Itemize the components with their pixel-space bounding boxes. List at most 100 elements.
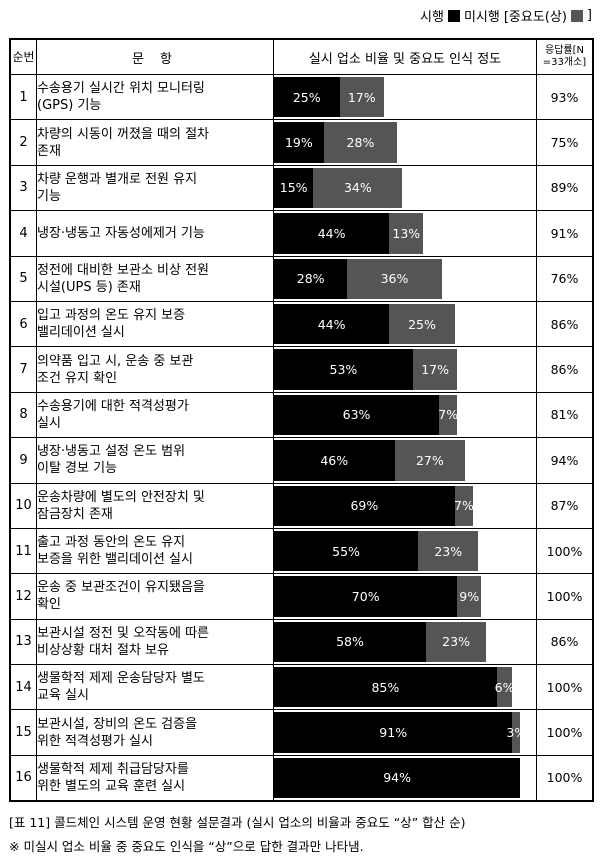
row-item: 보관시설 정전 및 오작동에 따른 비상상황 대처 절차 보유 (36, 618, 274, 666)
bar-label-notdone: 6% (494, 679, 515, 695)
row-number: 6 (9, 300, 37, 348)
bar-segment-notdone: 34% (313, 167, 403, 209)
bar-segment-done: 91% (274, 712, 513, 753)
row-item-line2: 확인 (37, 597, 61, 613)
row-item-line2: 시설(UPS 등) 존재 (37, 279, 141, 295)
header-no: 순번 (9, 38, 37, 75)
row-item-line2: 존재 (37, 143, 61, 159)
bar-label-done: 85% (371, 679, 400, 695)
row-number: 3 (9, 164, 37, 212)
bar-segment-done: 46% (274, 440, 395, 481)
table-row: 2 차량의 시동이 꺼졌을 때의 절차 존재 19% 28% 75% (9, 119, 594, 166)
bar-segment-notdone: 23% (425, 621, 487, 663)
bar-label-notdone: 7% (454, 498, 474, 514)
legend-swatch-done (447, 9, 460, 22)
row-response-rate: 100% (536, 664, 594, 711)
bar-track: 91% 3% (274, 710, 536, 754)
row-response-rate: 76% (536, 255, 594, 302)
row-bar-cell: 91% 3% (273, 709, 537, 756)
row-item: 수송용기에 대한 적격성평가 실시 (36, 391, 274, 439)
row-bar-cell: 63% 7% (273, 391, 537, 439)
row-item: 수송용기 실시간 위치 모니터링 (GPS) 기능 (36, 73, 274, 121)
legend-swatch-importance (570, 9, 583, 22)
row-number: 4 (9, 210, 37, 257)
row-response-rate: 100% (536, 527, 594, 575)
row-number: 11 (9, 527, 37, 575)
bar-track: 69% 7% (274, 484, 536, 528)
row-item: 정전에 대비한 보관소 비상 전원 시설(UPS 등) 존재 (36, 255, 274, 302)
row-item-line1: 생물학적 제제 운송담당자 별도 (37, 671, 205, 687)
row-bar-cell: 28% 36% (273, 255, 537, 302)
row-item-line2: 교육 실시 (37, 688, 89, 704)
legend-label-importance: [중요도(상) (503, 10, 567, 25)
bar-label-done: 69% (350, 498, 379, 514)
row-number: 12 (9, 573, 37, 620)
row-item: 생물학적 제제 운송담당자 별도 교육 실시 (36, 664, 274, 711)
bar-track: 15% 34% (274, 166, 536, 210)
row-item: 운송차량에 별도의 안전장치 및 잠금장치 존재 (36, 482, 274, 529)
row-item: 의약품 입고 시, 운송 중 보관 조건 유지 확인 (36, 346, 274, 393)
table-row: 16 생물학적 제제 취급담당자를 위한 별도의 교육 훈련 실시 94% 100% (9, 754, 594, 802)
row-item-line1: 운송차량에 별도의 안전장치 및 (37, 489, 205, 505)
bar-label-notdone: 7% (438, 407, 459, 423)
row-bar-cell: 94% (273, 754, 537, 802)
bar-track: 25% 17% (274, 75, 536, 119)
header-item: 문 항 (36, 38, 274, 75)
row-bar-cell: 15% 34% (273, 164, 537, 212)
row-number: 10 (9, 482, 37, 529)
bar-segment-done: 94% (274, 757, 521, 798)
table-row: 3 차량 운행과 별개로 전원 유지 기능 15% 34% 89% (9, 164, 594, 212)
row-item-line2: 조건 유지 확인 (37, 370, 118, 386)
bar-segment-done: 69% (274, 485, 455, 526)
bar-label-notdone: 3% (506, 725, 527, 741)
bar-segment-done: 63% (274, 394, 440, 436)
row-item-line2: 비상상황 대처 절차 보유 (37, 642, 169, 658)
legend-label-end: ] (586, 8, 592, 23)
bar-track: 85% 6% (274, 665, 536, 709)
row-number: 5 (9, 255, 37, 302)
bar-segment-done: 28% (274, 258, 348, 299)
bar-track: 19% 28% (274, 120, 536, 164)
bar-track: 58% 23% (274, 620, 536, 664)
row-item-line1: 차량의 시동이 꺼졌을 때의 절차 (37, 126, 210, 142)
bar-label-notdone: 17% (421, 362, 450, 378)
bar-track: 44% 25% (274, 302, 536, 346)
table-row: 8 수송용기에 대한 적격성평가 실시 63% 7% 81% (9, 391, 594, 439)
bar-track: 44% 13% (274, 211, 536, 255)
bar-segment-done: 25% (274, 77, 340, 118)
bar-segment-done: 58% (274, 621, 426, 663)
row-item: 차량 운행과 별개로 전원 유지 기능 (36, 164, 274, 212)
row-item: 출고 과정 동안의 온도 유지 보증을 위한 밸리데이션 실시 (36, 527, 274, 575)
bar-segment-done: 55% (274, 530, 419, 572)
bar-label-done: 91% (379, 725, 408, 741)
row-bar-cell: 44% 13% (273, 210, 537, 257)
row-item-line1: 차량 운행과 별개로 전원 유지 (37, 171, 198, 187)
bar-segment-done: 85% (274, 667, 497, 708)
bar-track: 46% 27% (274, 438, 536, 482)
bar-label-done: 46% (320, 452, 349, 468)
row-response-rate: 94% (536, 437, 594, 484)
row-item: 차량의 시동이 꺼졌을 때의 절차 존재 (36, 119, 274, 166)
row-response-rate: 100% (536, 754, 594, 802)
bar-label-notdone: 28% (346, 135, 375, 151)
bar-segment-notdone: 3% (506, 712, 526, 753)
row-bar-cell: 70% 9% (273, 573, 537, 620)
row-item-line1: 냉장·냉동고 자동성에제거 기능 (37, 225, 205, 241)
bar-label-done: 53% (329, 362, 358, 378)
bar-segment-notdone: 36% (347, 258, 442, 299)
bar-track: 53% 17% (274, 347, 536, 391)
bar-label-notdone: 23% (434, 543, 463, 559)
bar-label-done: 15% (279, 180, 308, 196)
row-number: 8 (9, 391, 37, 439)
row-bar-cell: 25% 17% (273, 73, 537, 121)
row-number: 14 (9, 664, 37, 711)
row-response-rate: 87% (536, 482, 594, 529)
row-number: 13 (9, 618, 37, 666)
bar-track: 55% 23% (274, 529, 536, 573)
row-response-rate: 100% (536, 573, 594, 620)
row-item-line2: (GPS) 기능 (37, 98, 102, 114)
bar-label-notdone: 17% (347, 89, 376, 105)
bar-segment-notdone: 28% (323, 122, 398, 163)
bar-track: 94% (274, 756, 536, 800)
bar-segment-notdone: 6% (494, 667, 515, 708)
